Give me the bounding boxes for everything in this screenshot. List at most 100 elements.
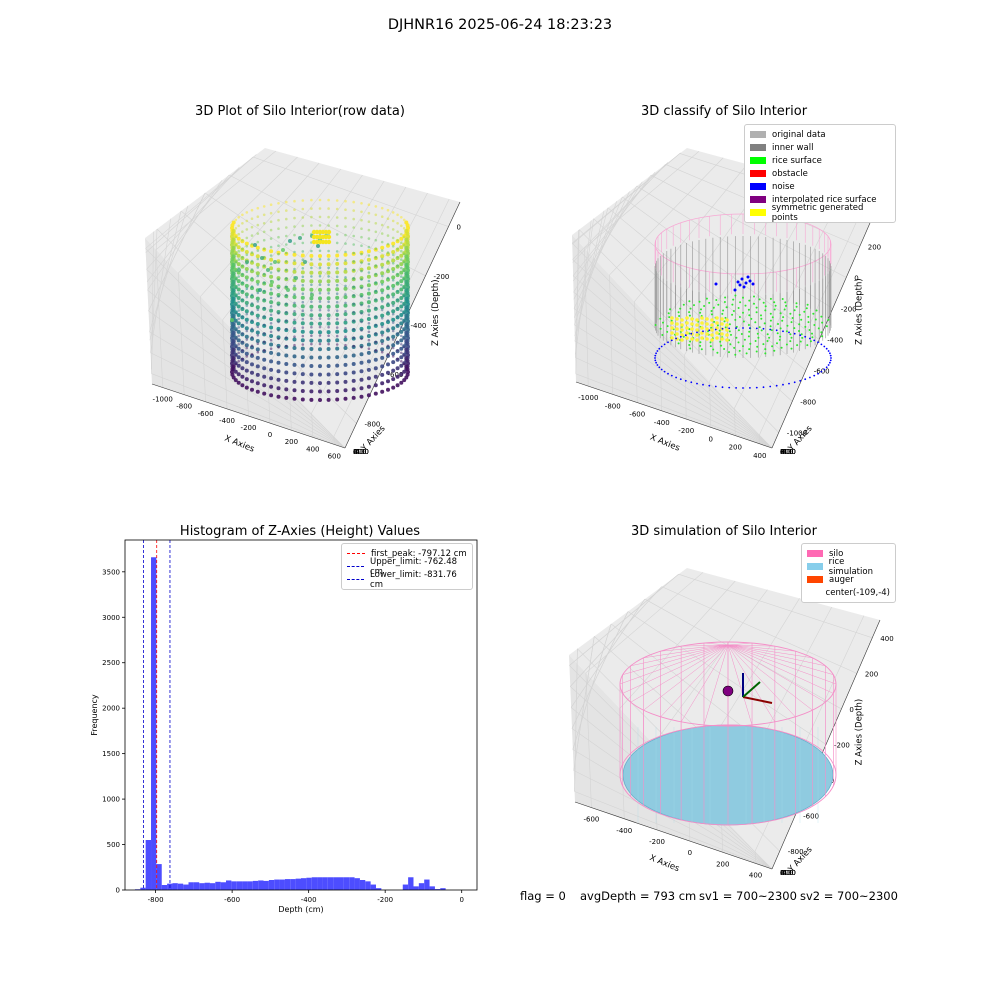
wall-point	[277, 346, 280, 349]
rice-surface-point	[806, 303, 809, 306]
rice-surface-point	[806, 344, 809, 347]
histogram-bar	[290, 879, 296, 890]
histogram-bar	[306, 877, 312, 890]
wall-point	[380, 266, 384, 269]
wall-point	[405, 282, 410, 287]
wall-point	[241, 332, 244, 335]
silo-roof-line	[622, 644, 729, 694]
rice-surface-point	[776, 342, 778, 345]
wall-point	[276, 386, 281, 391]
wall-point	[318, 342, 322, 346]
y-grid-line	[573, 636, 595, 771]
noise-point	[813, 374, 816, 377]
rice-surface-point	[796, 344, 799, 347]
wall-point	[404, 290, 409, 295]
wall-point	[360, 202, 363, 205]
wall-point	[236, 279, 241, 284]
rice-surface-point	[750, 317, 753, 320]
wall-point	[262, 383, 267, 388]
wall-point	[233, 276, 238, 281]
wall-point	[335, 224, 339, 228]
wall-point	[380, 291, 384, 295]
wall-point	[404, 256, 409, 261]
wall-point	[406, 361, 410, 366]
wall-point	[244, 343, 249, 348]
rice-surface-point	[716, 324, 719, 327]
wall-point	[396, 357, 399, 361]
high-point	[314, 234, 320, 240]
noise-point	[755, 386, 758, 389]
rice-surface-point	[798, 313, 801, 316]
rice-surface-point	[674, 333, 676, 336]
symmetric-point	[700, 326, 704, 330]
wall-point	[250, 370, 254, 375]
wall-point	[391, 267, 396, 271]
x-tick-label: -600	[629, 411, 645, 419]
wall-point	[318, 249, 322, 253]
wall-point	[250, 293, 254, 297]
y-tick-label: 500	[107, 841, 120, 849]
wall-point	[373, 264, 378, 269]
wall-point	[233, 344, 238, 349]
z-grid-line	[572, 623, 612, 750]
wall-point	[391, 295, 395, 299]
wall-point	[344, 225, 347, 228]
wall-point	[245, 312, 249, 316]
wall-point	[240, 374, 245, 379]
y-grid-line	[574, 791, 773, 870]
wall-point	[391, 270, 395, 274]
y-grid-line	[573, 181, 643, 293]
wall-point	[262, 273, 267, 278]
histogram-bar	[151, 557, 157, 890]
wall-point	[230, 274, 235, 279]
wall-point	[262, 230, 266, 234]
wall-point	[351, 260, 356, 265]
wall-point	[335, 278, 340, 283]
wall-point	[402, 352, 407, 357]
histogram-bar	[365, 881, 371, 890]
wall-point	[402, 301, 407, 306]
noise-point	[749, 327, 751, 329]
wall-point	[293, 259, 296, 262]
wall-point	[244, 292, 249, 297]
wall-point	[343, 252, 348, 257]
wall-point	[292, 362, 297, 367]
wall-point	[269, 334, 274, 338]
x-axis-label: Depth (cm)	[278, 905, 323, 914]
wall-point	[277, 210, 280, 214]
wall-point	[269, 249, 274, 254]
x-grid-line	[266, 366, 271, 424]
wall-point	[276, 301, 281, 306]
wall-point	[399, 355, 404, 360]
rice-surface-point	[662, 321, 664, 324]
wall-point	[402, 310, 407, 315]
wall-point	[256, 215, 260, 218]
wall-point	[402, 378, 407, 383]
wall-point	[380, 334, 384, 337]
high-point	[317, 239, 323, 245]
wall-point	[335, 199, 339, 202]
noise-point	[799, 379, 802, 382]
noise-point	[721, 386, 724, 389]
wall-point	[391, 287, 395, 291]
wall-point	[380, 215, 384, 218]
wall-point	[391, 360, 396, 365]
rice-surface-point	[793, 309, 796, 312]
wall-point	[276, 259, 281, 264]
wall-point	[255, 389, 260, 394]
wall-point	[262, 332, 267, 337]
symmetric-point	[700, 331, 704, 335]
wall-point	[318, 389, 322, 394]
wall-point	[395, 349, 400, 354]
wall-point	[255, 330, 260, 335]
wall-point	[391, 245, 395, 248]
wall-point	[335, 241, 339, 245]
wall-point	[395, 264, 400, 269]
y-tick-label: -600	[780, 448, 796, 456]
wall-point	[237, 300, 240, 304]
wall-point	[386, 276, 390, 280]
x-grid-line	[687, 598, 800, 780]
rice-surface-point	[688, 300, 691, 303]
wall-point	[386, 243, 390, 248]
wall-point	[396, 349, 399, 352]
